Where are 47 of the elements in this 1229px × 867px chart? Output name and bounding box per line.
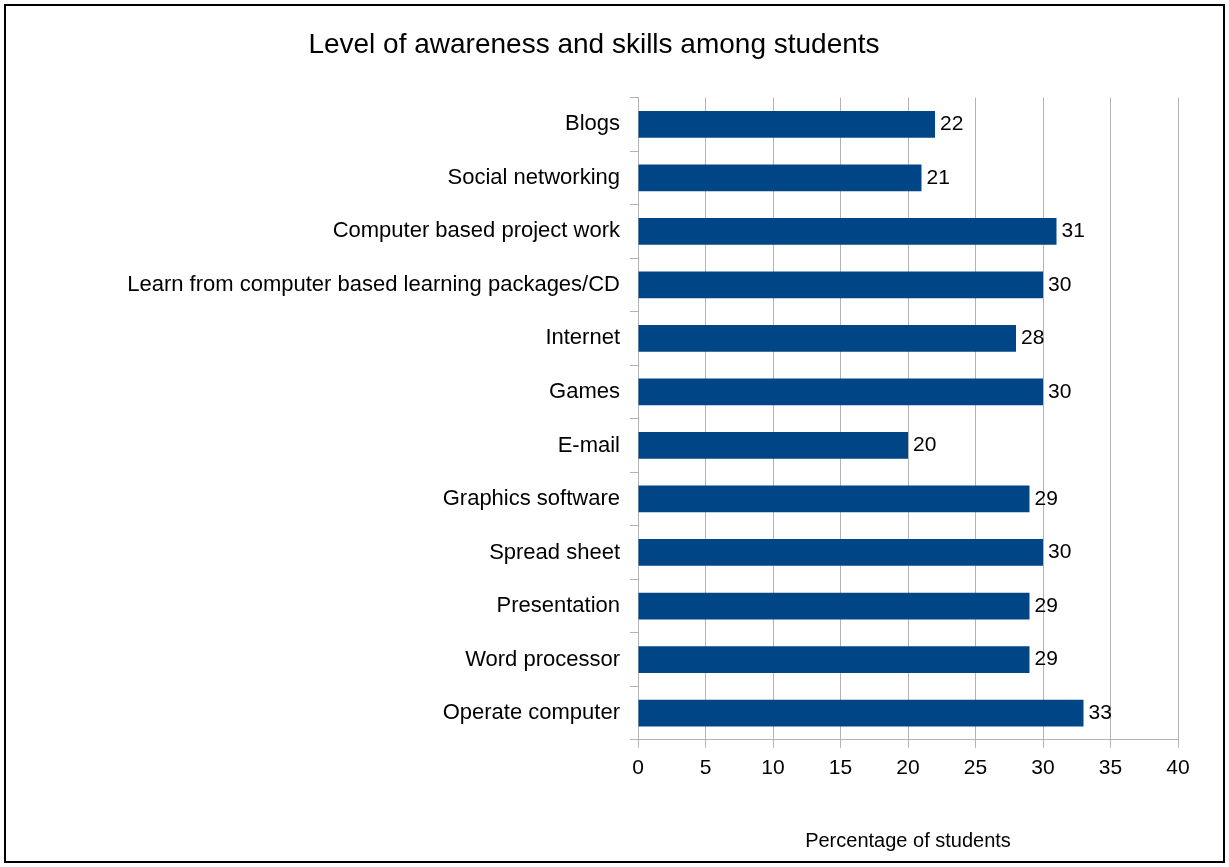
data-label: 22 xyxy=(940,111,964,135)
y-tick-label: Presentation xyxy=(496,592,620,618)
y-tick-label: Games xyxy=(549,378,620,403)
data-label: 29 xyxy=(1034,485,1058,509)
bar xyxy=(638,164,922,192)
y-tick-label: Learn from computer based learning packages/CD xyxy=(127,270,620,296)
y-tick-label: Blogs xyxy=(564,110,620,136)
data-label: 30 xyxy=(1048,378,1072,402)
bar xyxy=(638,325,1016,352)
data-label: 30 xyxy=(1048,539,1072,563)
data-label: 29 xyxy=(1034,592,1058,616)
x-tick-label: 40 xyxy=(1166,755,1190,779)
bar xyxy=(638,218,1057,245)
y-tick-label: Internet xyxy=(545,324,620,350)
bar xyxy=(638,699,1084,727)
bar xyxy=(638,378,1043,406)
data-label: 31 xyxy=(1061,218,1085,242)
x-tick-label: 35 xyxy=(1098,755,1123,779)
y-tick-label: Spread sheet xyxy=(489,538,620,564)
y-tick-label: E-mail xyxy=(557,431,620,457)
bar xyxy=(638,485,1030,513)
data-label: 20 xyxy=(913,432,937,456)
x-tick-label: 0 xyxy=(632,755,644,779)
x-tick-label: 15 xyxy=(828,755,853,779)
y-tick-label: Operate computer xyxy=(442,699,620,725)
bar xyxy=(638,592,1030,620)
data-label: 29 xyxy=(1034,646,1058,670)
bar xyxy=(638,539,1043,566)
x-axis-title: Percentage of students xyxy=(805,828,1011,851)
x-tick-label: 10 xyxy=(761,755,785,779)
bar xyxy=(638,432,908,459)
data-label: 30 xyxy=(1048,271,1072,295)
data-label: 33 xyxy=(1088,699,1112,723)
x-tick-label: 20 xyxy=(896,755,920,779)
y-tick-label: Social networking xyxy=(447,163,620,189)
bar xyxy=(638,271,1043,299)
chart-title: Level of awareness and skills among students xyxy=(308,27,880,59)
bar xyxy=(638,110,935,138)
y-tick-label: Word processor xyxy=(465,645,620,671)
y-tick-label: Graphics software xyxy=(442,485,620,511)
x-tick-label: 30 xyxy=(1031,755,1055,779)
x-tick-label: 25 xyxy=(963,755,988,779)
y-tick-label: Computer based project work xyxy=(332,217,621,243)
x-tick-label: 5 xyxy=(699,755,712,779)
data-label: 21 xyxy=(926,164,950,188)
bar xyxy=(638,646,1030,673)
data-label: 28 xyxy=(1021,325,1045,349)
